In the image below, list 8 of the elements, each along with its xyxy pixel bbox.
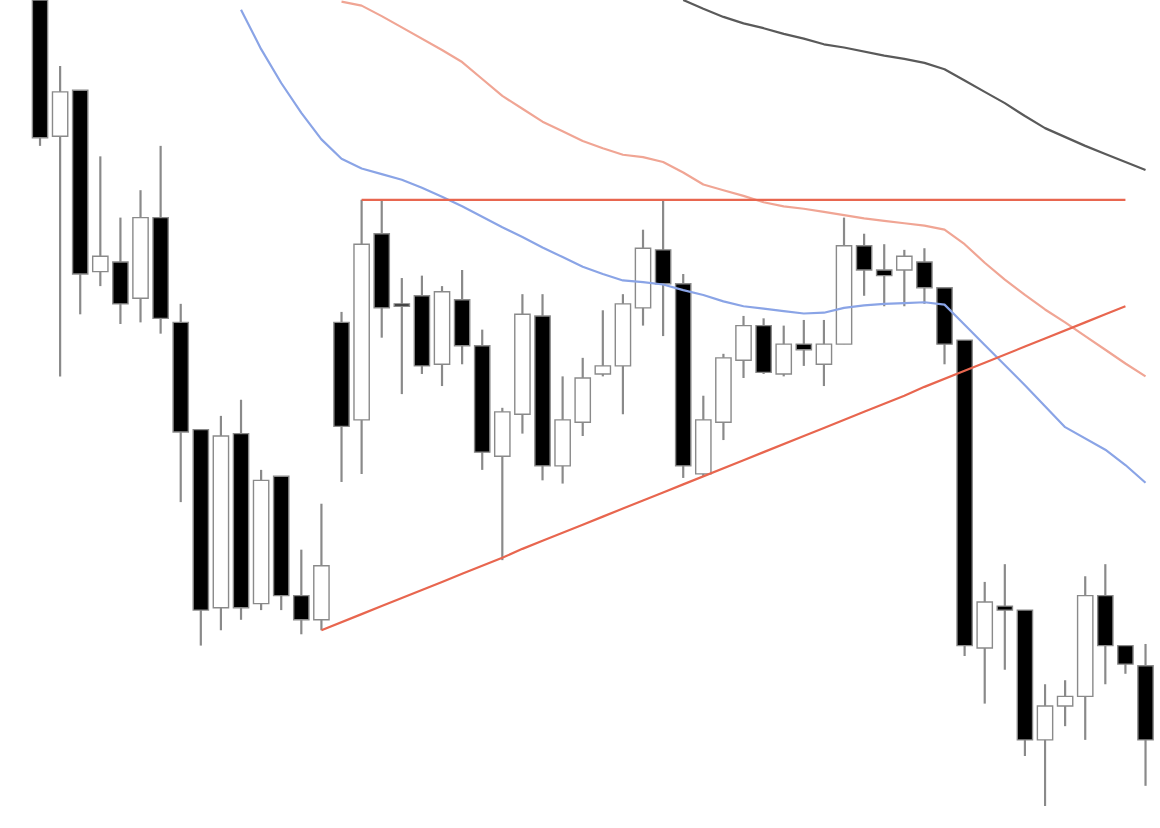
candlestick: [1036, 683, 1054, 806]
candlestick: [51, 64, 69, 378]
candlestick: [453, 268, 471, 366]
candlestick: [1056, 679, 1074, 728]
candlestick: [654, 198, 672, 338]
candlestick: [815, 318, 833, 388]
candlestick: [855, 232, 873, 297]
candlestick: [594, 309, 612, 378]
